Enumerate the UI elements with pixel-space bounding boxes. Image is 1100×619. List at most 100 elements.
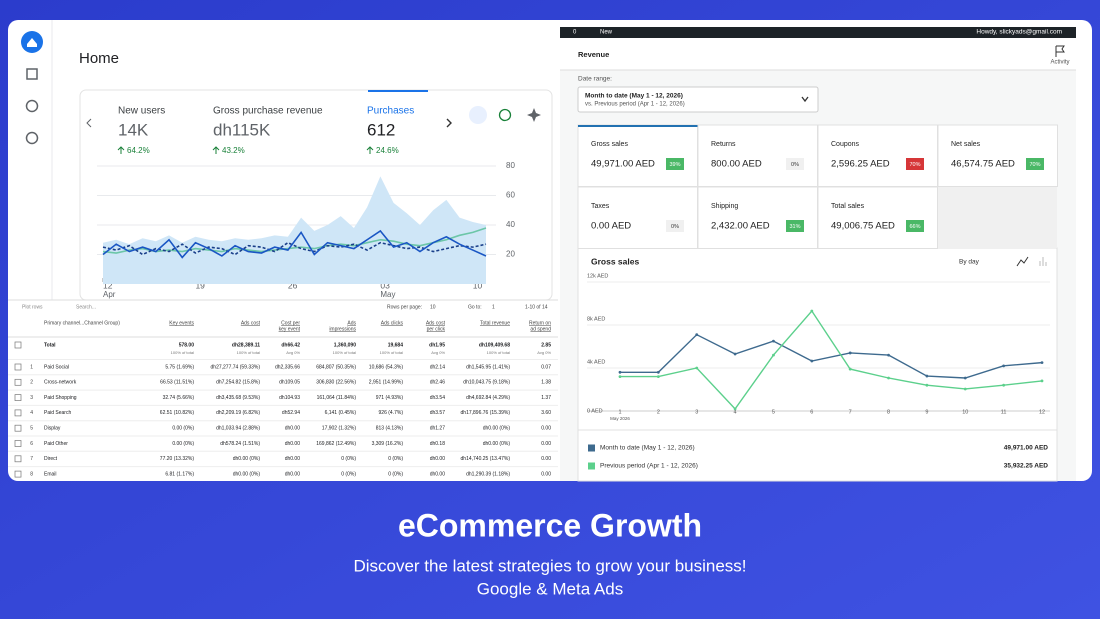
card-value: 2,596.25 AED [831, 159, 890, 170]
summary-card[interactable] [817, 186, 938, 249]
point [963, 387, 967, 391]
home-glyph [27, 38, 37, 47]
column-header: Ads [347, 320, 356, 326]
summary-card[interactable] [577, 124, 698, 187]
point [810, 359, 814, 363]
card-value: 46,574.75 AED [951, 159, 1015, 170]
table-cell: dh3.57 [430, 410, 446, 416]
summary-card[interactable] [697, 124, 818, 187]
reports-icon[interactable] [26, 68, 38, 80]
row-checkbox[interactable] [14, 363, 22, 371]
table-cell: 3,309 (16.2%) [372, 441, 404, 447]
card-label: Taxes [591, 203, 610, 210]
point [1040, 379, 1044, 383]
total-checkbox[interactable] [14, 341, 22, 349]
table-cell: dh578.24 (1.51%) [220, 441, 260, 447]
banner-tagline: Google & Meta Ads [477, 579, 623, 598]
howdy: Howdy, slickyads@gmail.com [976, 29, 1062, 36]
line [620, 333, 1043, 379]
plot-rows: Plot rows [22, 304, 43, 310]
line-chart-icon[interactable] [1016, 256, 1029, 267]
point [733, 352, 737, 356]
badge-text: 0% [791, 162, 799, 168]
legend-label: Previous period (Apr 1 - 12, 2026) [600, 463, 698, 470]
table-cell: 5.75 (1.69%) [165, 364, 194, 370]
explore-icon[interactable] [25, 99, 39, 113]
select-caret [801, 96, 809, 103]
banner-subtitle: Discover the latest strategies to grow y… [353, 556, 746, 575]
bar-chart-icon[interactable] [1039, 257, 1047, 266]
line [102, 227, 487, 254]
table-cell: Cross-network [44, 380, 77, 386]
date-select[interactable] [577, 86, 819, 113]
table-cell: 0.00 [541, 426, 551, 432]
x-tick-month: May [380, 290, 395, 299]
table-cell: 1.38 [541, 380, 551, 386]
legend-checkbox[interactable] [588, 462, 595, 470]
column-header: key event [279, 326, 301, 332]
x-tick-label: 12 [103, 280, 113, 290]
point [695, 333, 699, 337]
total-sub: Avg 0% [537, 350, 551, 355]
activity-icon[interactable] [1055, 45, 1065, 57]
summary-card[interactable] [817, 124, 938, 187]
table-cell: dh2,209.19 (6.82%) [216, 410, 260, 416]
x-tick-label: 2 [657, 409, 660, 415]
badge [906, 220, 924, 232]
table-cell: dh1,033.94 (2.88%) [216, 426, 260, 432]
table-cell: 169,862 (12.49%) [316, 441, 356, 447]
table-cell: 3.60 [541, 410, 551, 416]
table-cell: Direct [44, 456, 58, 462]
table-cell: 17,902 (1.32%) [322, 426, 357, 432]
x-tick-label: 3 [695, 409, 698, 415]
table-cell: dh0.00 [285, 441, 301, 447]
y-tick-label: 8k AED [587, 316, 605, 322]
table-cell: 62.51 (10.82%) [160, 410, 195, 416]
insights-icon[interactable] [469, 106, 487, 124]
metric-change: 24.6% [376, 146, 399, 155]
x-tick-label: 11 [1001, 409, 1007, 415]
x-tick-label: 10 [473, 280, 483, 290]
sparkle-icon[interactable] [527, 108, 541, 122]
legend-checkbox[interactable] [588, 444, 595, 452]
total-cell: dh109,409.68 [479, 342, 510, 348]
summary-card[interactable] [937, 124, 1058, 187]
page-title: Home [79, 50, 119, 67]
table-cell: 0.00 [541, 456, 551, 462]
check-icon [498, 108, 512, 122]
point [656, 375, 660, 378]
point [1002, 383, 1006, 387]
revenue-title: Revenue [578, 50, 609, 59]
row-checkbox[interactable] [14, 409, 22, 417]
badge [786, 220, 804, 232]
row-checkbox[interactable] [14, 424, 22, 432]
row-checkbox[interactable] [14, 455, 22, 463]
table-cell: Display [44, 426, 61, 432]
go-to: Go to: [468, 304, 482, 310]
prev-arrow[interactable] [86, 118, 92, 128]
metric-change: 43.2% [222, 146, 245, 155]
row-checkbox[interactable] [14, 440, 22, 447]
point [810, 309, 814, 313]
total-sub: 100% of total [487, 350, 510, 355]
table-cell: 66.53 (11.51%) [160, 380, 194, 386]
advertising-icon[interactable] [25, 131, 39, 145]
point [618, 370, 622, 374]
point [887, 376, 890, 380]
rows-per-page: Rows per page: [387, 304, 422, 310]
row-checkbox[interactable] [14, 470, 22, 478]
x-tick-label: 8 [887, 409, 890, 415]
card-label: Gross sales [591, 141, 628, 148]
card-value: 49,971.00 AED [591, 159, 655, 170]
x-tick-label: 10 [962, 409, 968, 415]
next-arrow[interactable] [446, 118, 452, 128]
row-checkbox[interactable] [14, 378, 22, 386]
column-header: Ads cost [426, 320, 446, 326]
summary-card[interactable] [697, 186, 818, 249]
row-index: 4 [30, 410, 33, 416]
table-cell: 77.20 (13.32%) [160, 456, 195, 462]
summary-card[interactable] [577, 186, 698, 249]
row-index: 3 [30, 395, 33, 401]
table-cell: 6,141 (0.45%) [325, 410, 357, 416]
row-checkbox[interactable] [14, 394, 22, 401]
